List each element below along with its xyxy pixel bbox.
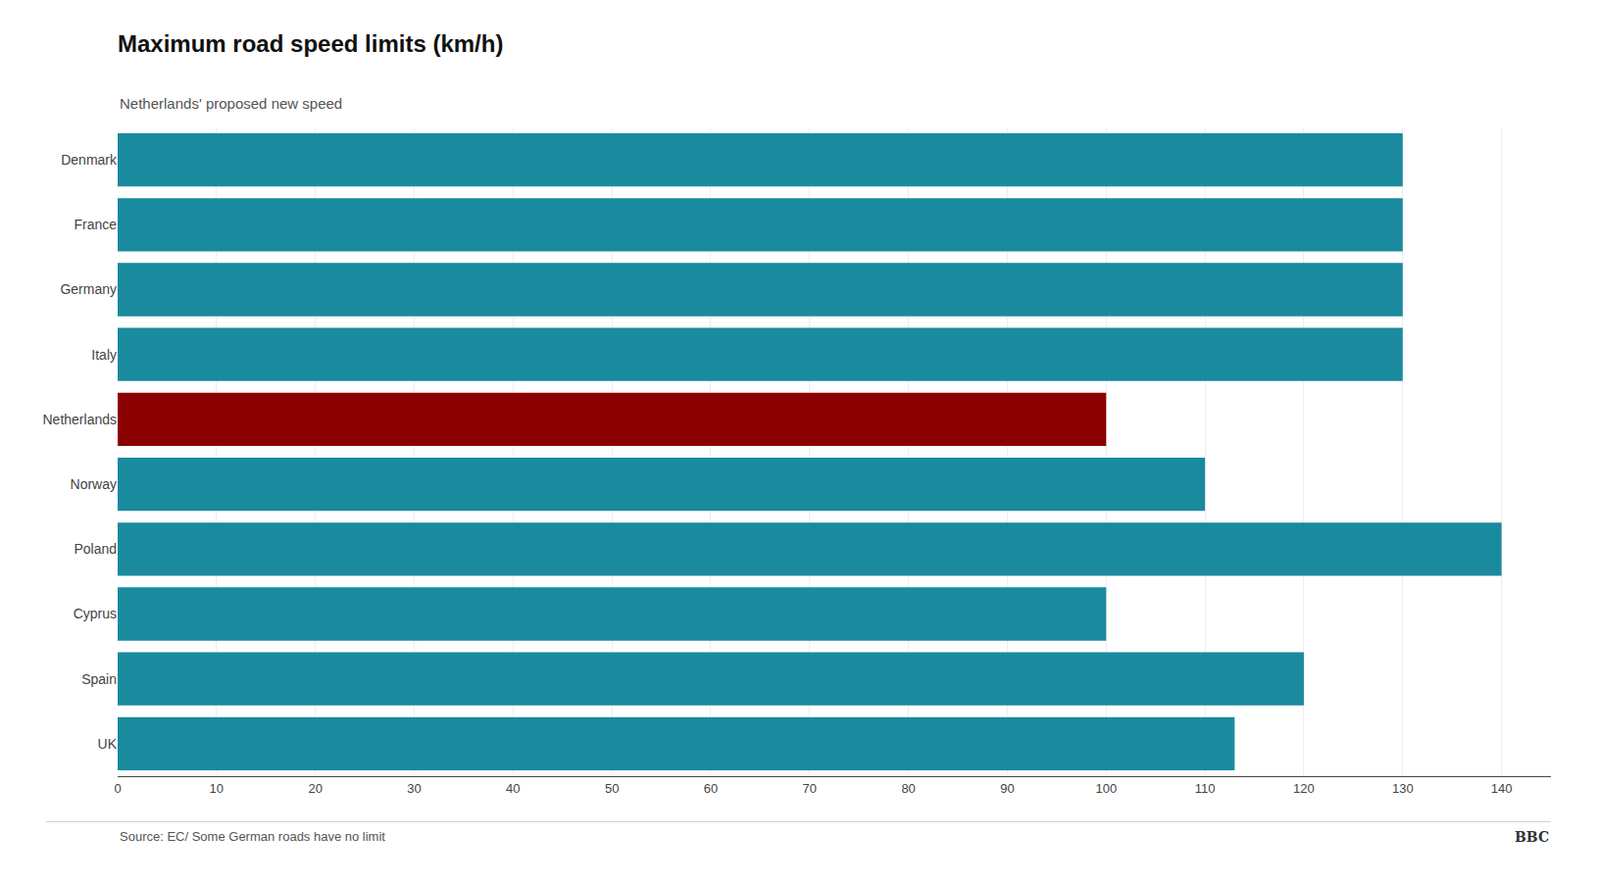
svg-text:France: France xyxy=(73,216,117,233)
svg-text:Italy: Italy xyxy=(91,347,117,363)
svg-text:Netherlands: Netherlands xyxy=(43,411,118,428)
svg-text:60: 60 xyxy=(703,781,718,797)
svg-text:30: 30 xyxy=(406,781,421,797)
svg-text:100: 100 xyxy=(1095,781,1117,797)
svg-text:Source: EC/ Some German roads: Source: EC/ Some German roads have no li… xyxy=(119,829,386,845)
svg-text:Denmark: Denmark xyxy=(60,151,118,168)
svg-text:Spain: Spain xyxy=(81,671,117,688)
svg-text:80: 80 xyxy=(900,781,915,797)
svg-text:UK: UK xyxy=(98,736,118,752)
svg-text:120: 120 xyxy=(1293,781,1315,797)
svg-text:0: 0 xyxy=(113,781,121,797)
svg-text:Cyprus: Cyprus xyxy=(73,605,117,622)
svg-text:Germany: Germany xyxy=(59,281,117,298)
svg-text:140: 140 xyxy=(1491,781,1513,797)
svg-text:20: 20 xyxy=(307,781,322,797)
svg-text:Poland: Poland xyxy=(73,541,117,557)
svg-text:Netherlands' proposed new spee: Netherlands' proposed new speed xyxy=(119,95,343,112)
svg-text:BBC: BBC xyxy=(1514,829,1550,846)
svg-text:70: 70 xyxy=(802,781,817,797)
svg-text:Maximum road speed limits (km/: Maximum road speed limits (km/h) xyxy=(117,30,503,57)
svg-text:40: 40 xyxy=(505,781,520,797)
svg-text:90: 90 xyxy=(1000,781,1014,797)
svg-text:130: 130 xyxy=(1392,781,1414,797)
svg-text:110: 110 xyxy=(1195,781,1216,797)
svg-text:Norway: Norway xyxy=(70,476,117,493)
svg-text:10: 10 xyxy=(209,781,224,797)
svg-text:50: 50 xyxy=(604,781,619,797)
